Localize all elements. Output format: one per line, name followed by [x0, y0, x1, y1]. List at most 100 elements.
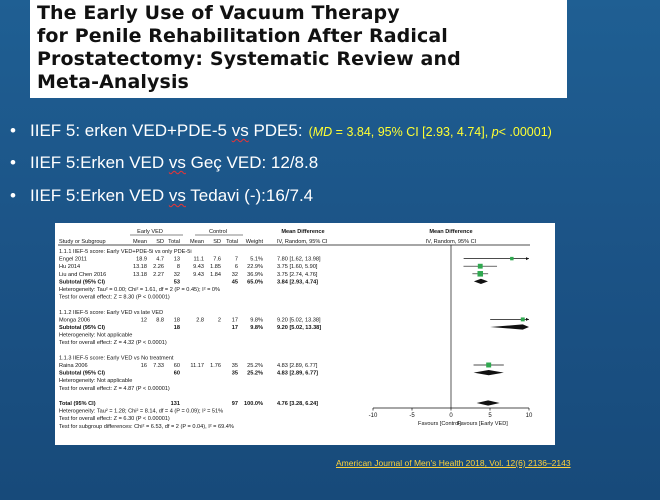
heterogeneity-text: Heterogeneity: Tau² = 0.00; Chi² = 1.61,… — [59, 287, 220, 293]
study-cell: 13.18 — [133, 264, 147, 270]
bullet-marker: • — [10, 153, 16, 172]
header-col: SD — [213, 239, 221, 245]
total-cell: 97 — [232, 401, 238, 407]
study-cell: 1.76 — [210, 363, 221, 369]
study-cell: 16 — [141, 363, 147, 369]
study-cell: 25.2% — [247, 363, 263, 369]
subtotal-ci: 3.84 [2.93, 4.74] — [277, 279, 318, 285]
favours-early-ved-label: Favours [Early VED] — [457, 421, 508, 427]
pooled-diamond — [476, 400, 500, 406]
study-cell: 11.17 — [190, 363, 204, 369]
study-effect-square — [520, 317, 525, 322]
overall-effect-text: Test for overall effect: Z = 4.87 (P < 0… — [59, 386, 170, 392]
subtotal-cell: 53 — [174, 279, 180, 285]
study-name: Monga 2006 — [59, 317, 90, 323]
header-col: Weight — [246, 239, 264, 245]
study-cell: 5.1% — [250, 257, 263, 263]
study-cell: 60 — [174, 363, 180, 369]
subtotal-ci: 4.83 [2.89, 6.77] — [277, 371, 318, 377]
study-ci: 4.83 [2.89, 6.77] — [277, 363, 318, 369]
total-heterogeneity: Heterogeneity: Tau² = 1.28; Chi² = 8.14,… — [59, 409, 223, 415]
study-cell: 12 — [141, 317, 147, 323]
subtotal-cell: 25.2% — [247, 371, 263, 377]
study-cell: 1.85 — [210, 264, 221, 270]
total-ci: 4.76 [3.28, 6.24] — [277, 401, 318, 407]
study-name: Raina 2006 — [59, 363, 88, 369]
forest-plot-svg: Early VED Control Mean Difference Mean Diff… — [58, 229, 533, 430]
forest-plot-figure: Early VED Control Mean Difference Mean Diff… — [55, 223, 555, 445]
title-line-3: Prostatectomy: Systematic Review and — [37, 48, 461, 70]
header-mean-difference: Mean Difference — [281, 229, 324, 235]
header-control: Control — [209, 229, 227, 235]
total-overall-effect: Test for overall effect: Z = 6.30 (P < 0… — [59, 416, 170, 422]
study-cell: 32 — [174, 272, 180, 278]
total-cell: 131 — [171, 401, 180, 407]
study-cell: 7 — [235, 257, 238, 263]
subtotal-cell: 45 — [232, 279, 238, 285]
study-cell: 7.33 — [153, 363, 164, 369]
study-cell: 9.43 — [193, 272, 204, 278]
article-title-box: The Early Use of Vacuum Therapy for Peni… — [30, 0, 567, 98]
study-cell: 2.8 — [196, 317, 204, 323]
study-cell: 8.8 — [156, 317, 164, 323]
ci-arrow — [526, 257, 529, 261]
subgroup-difference-test: Test for subgroup differences: Chi² = 6.… — [59, 424, 234, 430]
study-ci: 3.75 [2.74, 4.76] — [277, 272, 318, 278]
subtotal-cell: 18 — [174, 325, 180, 331]
subtotal-label: Subtotal (95% CI) — [59, 279, 105, 285]
bullet-marker: • — [10, 121, 16, 140]
meta-analysis-result: (MD = 3.84, 95% CI [2.93, 4.74], p< .000… — [308, 125, 552, 139]
study-cell: 32 — [232, 272, 238, 278]
subgroup-label: 1.1.2 IIEF-5 score: Early VED vs late VE… — [59, 310, 163, 316]
header-col: Total — [168, 239, 180, 245]
header-early-ved: Early VED — [137, 229, 163, 235]
study-cell: 17 — [232, 317, 238, 323]
study-cell: 35 — [232, 363, 238, 369]
study-cell: 1.84 — [210, 272, 221, 278]
title-line-2: for Penile Rehabilitation After Radical — [37, 25, 448, 47]
study-cell: 18 — [174, 317, 180, 323]
study-cell: 11.1 — [194, 257, 204, 263]
study-cell: 4.7 — [156, 257, 164, 263]
heterogeneity-text: Heterogeneity: Not applicable — [59, 333, 132, 339]
subtotal-cell: 65.0% — [247, 279, 263, 285]
total-label: Total (95% CI) — [59, 401, 96, 407]
study-name: Hu 2014 — [59, 264, 80, 270]
study-cell: 6 — [235, 264, 238, 270]
study-effect-square — [477, 263, 483, 269]
study-name: Liu and Chen 2016 — [59, 272, 106, 278]
study-cell: 9.43 — [193, 264, 204, 270]
study-cell: 13.18 — [133, 272, 147, 278]
citation-link[interactable]: American Journal of Men's Health 2018, V… — [336, 458, 571, 468]
x-axis-tick-label: 10 — [526, 413, 533, 419]
header-ci-plot: IV, Random, 95% CI — [426, 239, 477, 245]
x-axis-tick-label: -5 — [409, 413, 415, 419]
study-cell: 9.8% — [250, 317, 263, 323]
study-cell: 8 — [177, 264, 180, 270]
study-cell: 13 — [174, 257, 180, 263]
header-col: Mean — [133, 239, 147, 245]
subtotal-label: Subtotal (95% CI) — [59, 371, 105, 377]
header-col: Total — [226, 239, 238, 245]
header-col: SD — [156, 239, 164, 245]
header-mean-difference-plot: Mean Difference — [429, 229, 472, 235]
overall-effect-text: Test for overall effect: Z = 8.30 (P < 0… — [59, 295, 170, 301]
study-cell: 7.6 — [213, 257, 221, 263]
total-cell: 100.0% — [244, 401, 263, 407]
subgroup-label: 1.1.1 IIEF-5 score: Early VED+PDE-5i vs … — [59, 249, 192, 255]
study-effect-square — [477, 271, 484, 277]
favours-control-label: Favours [Control] — [418, 421, 461, 427]
ci-arrow — [526, 317, 529, 321]
study-effect-square — [486, 362, 492, 368]
study-cell: 2.27 — [153, 272, 164, 278]
study-ci: 9.20 [5.02, 13.38] — [277, 317, 321, 323]
pooled-diamond — [473, 370, 504, 376]
study-name: Engel 2011 — [59, 257, 87, 263]
study-ci: 7.80 [1.62, 13.98] — [277, 257, 321, 263]
header-study: Study or Subgroup — [59, 239, 106, 245]
title-line-1: The Early Use of Vacuum Therapy — [37, 2, 400, 24]
study-cell: 2.26 — [153, 264, 164, 270]
x-axis-tick-label: 0 — [449, 413, 453, 419]
pooled-diamond — [473, 278, 488, 284]
header-col: Mean — [190, 239, 204, 245]
